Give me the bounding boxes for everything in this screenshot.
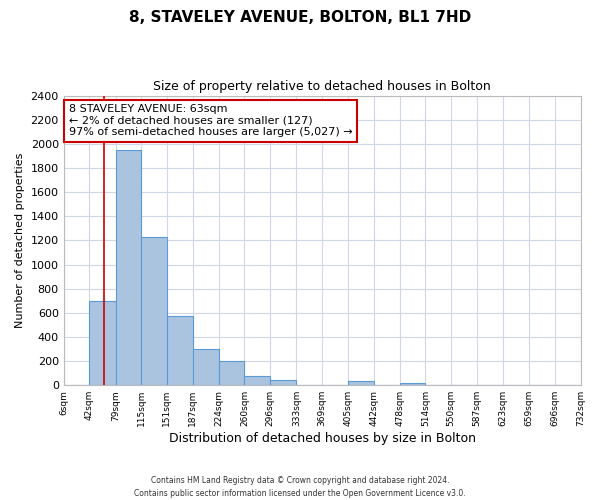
Text: 8, STAVELEY AVENUE, BOLTON, BL1 7HD: 8, STAVELEY AVENUE, BOLTON, BL1 7HD <box>129 10 471 25</box>
Y-axis label: Number of detached properties: Number of detached properties <box>15 152 25 328</box>
Text: Contains HM Land Registry data © Crown copyright and database right 2024.
Contai: Contains HM Land Registry data © Crown c… <box>134 476 466 498</box>
Bar <box>244 376 270 385</box>
Bar <box>219 361 244 385</box>
Bar <box>348 381 374 385</box>
Bar <box>141 237 167 385</box>
Bar <box>270 380 296 385</box>
Bar <box>89 300 116 385</box>
X-axis label: Distribution of detached houses by size in Bolton: Distribution of detached houses by size … <box>169 432 476 445</box>
Bar <box>400 384 425 385</box>
Bar <box>116 150 141 385</box>
Text: 8 STAVELEY AVENUE: 63sqm
← 2% of detached houses are smaller (127)
97% of semi-d: 8 STAVELEY AVENUE: 63sqm ← 2% of detache… <box>69 104 352 138</box>
Bar <box>193 349 219 385</box>
Title: Size of property relative to detached houses in Bolton: Size of property relative to detached ho… <box>153 80 491 93</box>
Bar <box>167 316 193 385</box>
